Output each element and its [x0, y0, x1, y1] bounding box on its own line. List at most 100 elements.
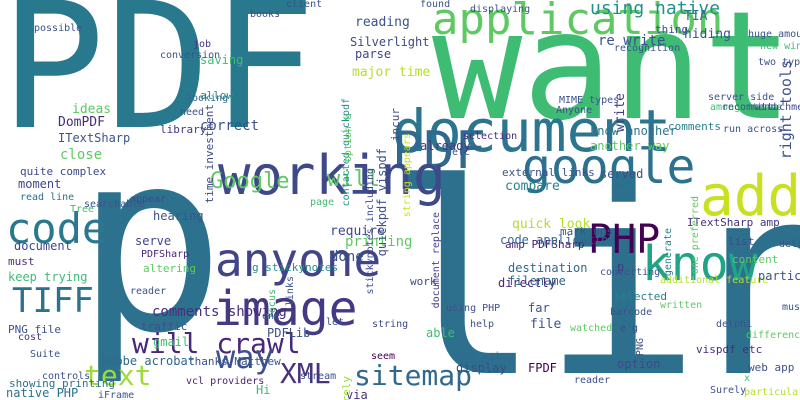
cloud-word: vispdf etc	[696, 343, 763, 356]
cloud-word: option e	[343, 114, 354, 163]
cloud-word: reading	[355, 15, 410, 30]
cloud-word: Tree	[70, 204, 95, 215]
cloud-word: able	[426, 326, 455, 340]
cloud-word: compare	[505, 179, 560, 194]
cloud-word: generate	[663, 228, 674, 277]
cloud-word: sitemap	[354, 359, 473, 392]
cloud-word: know another	[590, 124, 677, 138]
cloud-word: directly	[498, 276, 556, 290]
cloud-word: keep trying	[8, 270, 88, 284]
cloud-word: printing	[345, 234, 413, 250]
cloud-word: books	[250, 9, 281, 20]
cloud-word: found	[420, 0, 451, 10]
cloud-word: thing	[655, 23, 689, 36]
cloud-word: know	[642, 236, 758, 292]
cloud-word: Surely	[710, 385, 747, 396]
cloud-word: correct	[200, 118, 260, 134]
cloud-word: additional feature	[660, 275, 769, 286]
cloud-word: new window	[760, 41, 800, 52]
cloud-word: recommend	[722, 102, 777, 113]
cloud-word: library	[160, 123, 207, 136]
cloud-word: done	[330, 249, 364, 265]
cloud-word: another way	[590, 139, 670, 153]
cloud-word: difference	[746, 330, 800, 341]
cloud-word: particularly interested	[744, 387, 800, 398]
cloud-word: application	[432, 0, 724, 45]
cloud-word: already	[420, 139, 471, 153]
cloud-word: one preferred	[690, 196, 701, 275]
cloud-word: traffic	[141, 320, 188, 333]
cloud-word: x	[744, 373, 751, 384]
cloud-word: major time	[352, 65, 431, 80]
cloud-word: quite complex	[20, 165, 107, 178]
cloud-word: e g	[620, 323, 639, 334]
cloud-word: PDF	[0, 0, 317, 169]
cloud-word: g stickynotes	[252, 261, 339, 274]
cloud-word: amp PDFSharp	[505, 238, 585, 251]
cloud-word: want	[432, 0, 794, 154]
cloud-word: links	[285, 276, 296, 307]
cloud-word: using PHP	[446, 303, 501, 314]
cloud-word: selection	[463, 131, 518, 142]
cloud-word: saving	[200, 53, 244, 67]
cloud-word: Suite	[30, 349, 61, 360]
cloud-word: selected	[614, 290, 667, 303]
cloud-word: iFrame	[98, 390, 135, 400]
cloud-word: PDF	[392, 121, 486, 181]
cloud-word: controls	[42, 371, 91, 382]
cloud-word: written	[660, 300, 703, 311]
cloud-word: possible	[34, 23, 83, 34]
cloud-word: text	[84, 359, 152, 392]
cloud-word: thanks Matthew	[188, 355, 281, 368]
cloud-word: must	[8, 255, 35, 268]
cloud-word: code	[6, 204, 108, 253]
cloud-word: seem	[371, 351, 396, 362]
cloud-word: Anyone	[556, 105, 593, 116]
cloud-word: string	[372, 319, 409, 330]
cloud-word: showing printing	[9, 377, 115, 390]
cloud-word: p	[617, 260, 625, 274]
cloud-word: PDFLib	[267, 326, 311, 340]
cloud-word: cost	[18, 332, 43, 343]
cloud-word: delphi	[716, 319, 753, 330]
cloud-word: read line	[20, 192, 75, 203]
cloud-word: TIFF	[12, 281, 94, 321]
cloud-word: reader	[574, 375, 611, 386]
cloud-word: anyone	[215, 233, 382, 287]
cloud-word: deliver huge	[779, 239, 800, 250]
cloud-word: quickpdf vispdf	[375, 148, 389, 257]
cloud-word: watched	[570, 323, 613, 334]
cloud-word: reader	[130, 286, 167, 297]
cloud-word: help	[470, 319, 495, 330]
cloud-word: will crawl	[132, 327, 301, 360]
cloud-word: string appears	[402, 133, 413, 218]
cloud-word: etc	[452, 147, 471, 158]
cloud-word: appear	[130, 194, 167, 205]
cloud-word: image	[213, 281, 358, 337]
cloud-word: destination	[508, 261, 588, 275]
cloud-word: converting	[600, 267, 661, 278]
cloud-word: native PHP	[6, 386, 79, 400]
cloud-word: far	[528, 301, 550, 315]
cloud-word: Surely	[340, 376, 353, 400]
cloud-word: ITextSharp	[58, 131, 131, 145]
cloud-word: external links	[502, 166, 595, 179]
cloud-word: serve	[135, 234, 172, 248]
cloud-word: particular page	[758, 269, 800, 283]
cloud-word: PNG	[635, 338, 646, 357]
cloud-word: must deliver	[782, 302, 800, 313]
cloud-word: page	[310, 197, 335, 208]
cloud-word: ITextSharp amp	[687, 216, 780, 229]
cloud-word: incur	[389, 108, 402, 142]
cloud-word: google	[522, 139, 696, 195]
cloud-word: looking	[186, 93, 229, 104]
cloud-word: barcode	[610, 307, 653, 318]
cloud-word: document replace	[431, 212, 442, 309]
cloud-word: p	[75, 97, 226, 388]
cloud-word: comments showing	[152, 304, 287, 320]
cloud-word: document	[14, 239, 72, 253]
cloud-word: require	[330, 224, 385, 239]
cloud-word: Silverlight	[350, 35, 430, 49]
cloud-word: let	[326, 317, 345, 328]
cloud-word: displaying	[470, 4, 531, 15]
